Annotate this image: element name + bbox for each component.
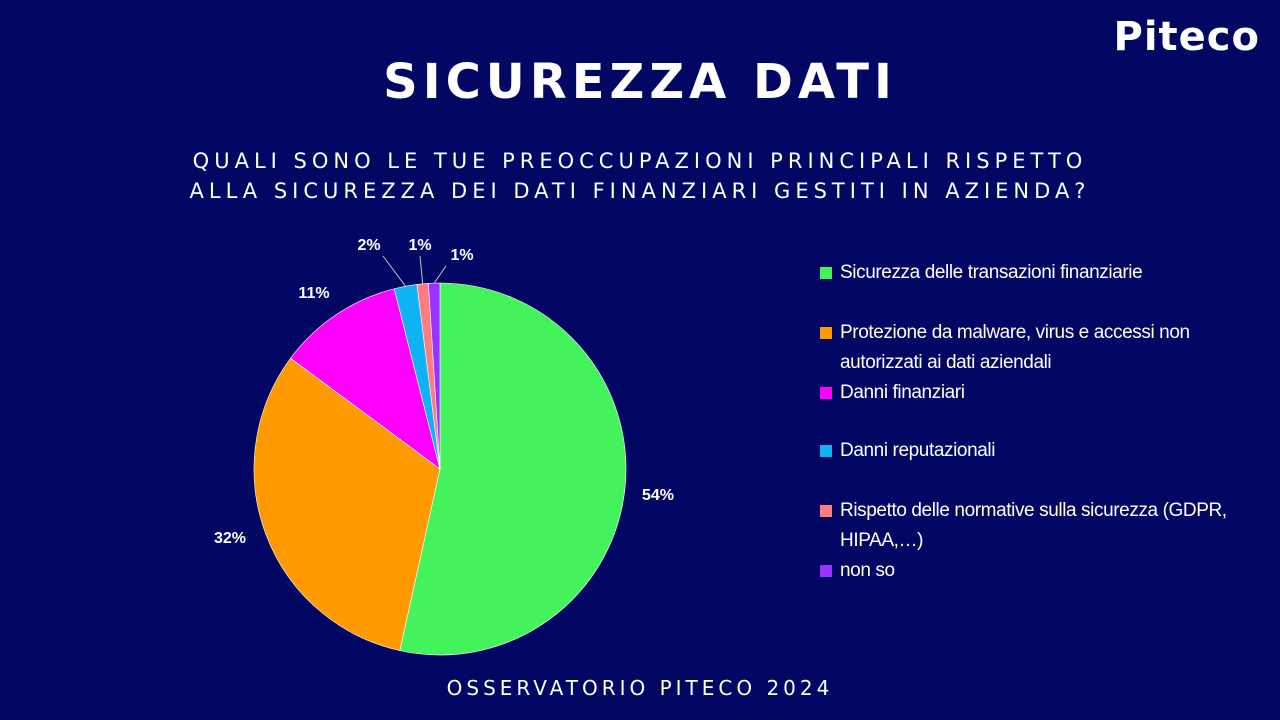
pie-slice-1 <box>399 282 627 656</box>
legend-item-1: Sicurezza delle transazioni finanziarie <box>820 258 1260 288</box>
data-label-4: 2% <box>357 237 380 254</box>
leader-lines <box>382 255 447 287</box>
legend-label: Danni finanziari <box>840 382 965 403</box>
data-labels: 54% 32% 11% 2% 1% 1% <box>214 237 674 547</box>
legend-item-2: Protezione da malware, virus e accessi n… <box>820 318 1260 378</box>
leader-line-4 <box>382 255 406 287</box>
legend-swatch <box>820 327 832 339</box>
data-label-6: 1% <box>450 247 473 264</box>
legend-label: Rispetto delle normative sulla sicurezza… <box>840 500 1227 551</box>
legend-swatch <box>820 445 832 457</box>
legend-item-5: Rispetto delle normative sulla sicurezza… <box>820 496 1260 556</box>
slide-title: SICUREZZA DATI <box>383 54 897 110</box>
leader-line-5 <box>419 255 424 284</box>
legend-label: non so <box>840 560 895 581</box>
data-label-2: 32% <box>214 530 246 547</box>
legend-item-4: Danni reputazionali <box>820 436 1260 466</box>
legend-item-3: Danni finanziari <box>820 378 1260 408</box>
pie-slice-3 <box>290 288 441 470</box>
legend-swatch <box>820 565 832 577</box>
pie-slice-6 <box>428 282 441 470</box>
legend-swatch <box>820 387 832 399</box>
leader-line-6 <box>433 265 447 284</box>
legend-swatch <box>820 267 832 279</box>
slide-question: QUALI SONO LE TUE PREOCCUPAZIONI PRINCIP… <box>140 146 1140 206</box>
data-label-5: 1% <box>408 237 431 254</box>
legend-label: Danni reputazionali <box>840 440 996 461</box>
legend-item-6: non so <box>820 556 1260 586</box>
data-label-1: 54% <box>642 487 674 504</box>
piteco-logo: Piteco <box>1113 14 1260 60</box>
legend-label: Sicurezza delle transazioni finanziarie <box>840 262 1143 283</box>
data-label-3: 11% <box>298 285 329 302</box>
question-line-2: ALLA SICUREZZA DEI DATI FINANZIARI GESTI… <box>189 179 1091 203</box>
legend-swatch <box>820 505 832 517</box>
pie-slices <box>253 282 627 656</box>
footer-source: OSSERVATORIO PITECO 2024 <box>446 676 834 700</box>
pie-slice-2 <box>253 357 441 651</box>
question-line-1: QUALI SONO LE TUE PREOCCUPAZIONI PRINCIP… <box>192 149 1088 173</box>
legend-label: Protezione da malware, virus e accessi n… <box>840 322 1190 373</box>
